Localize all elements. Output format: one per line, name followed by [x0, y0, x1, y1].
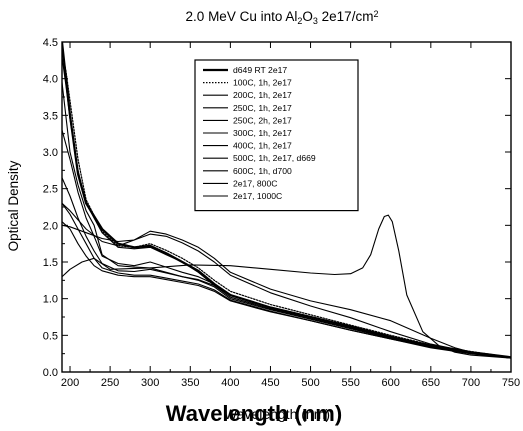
y-tick-label: 1.0 [43, 294, 58, 306]
legend-label-4: 250C, 1h, 2e17 [233, 103, 292, 113]
y-tick-label: 4.5 [43, 37, 58, 49]
x-tick-label: 600 [382, 377, 400, 389]
series-line-2 [62, 48, 511, 358]
legend-label-1: d649 RT 2e17 [233, 65, 287, 75]
legend-label-10: 2e17, 800C [233, 178, 277, 188]
legend: d649 RT 2e17 100C, 1h, 2e17 200C, 1h, 2e17… [194, 59, 359, 212]
x-tick-label: 550 [341, 377, 359, 389]
chart-title-part-5: 2 [373, 9, 378, 19]
chart-title-part-0: 2.0 MeV Cu into Al [186, 9, 298, 24]
x-tick-label: 750 [502, 377, 520, 389]
x-tick-label: 700 [462, 377, 480, 389]
chart-title-part-1: 2 [297, 16, 302, 26]
series-line-8 [62, 221, 511, 359]
y-tick-label: 2.0 [43, 220, 58, 232]
y-tick-label: 0.0 [43, 367, 58, 379]
y-tick-label: 3.5 [43, 110, 58, 122]
series-line-5 [62, 129, 511, 358]
x-tick-label: 250 [101, 377, 119, 389]
series-group [62, 42, 511, 359]
series-line-7 [62, 202, 511, 359]
y-tick-label: 4.0 [43, 74, 58, 86]
x-tick-label: 500 [301, 377, 319, 389]
legend-label-3: 200C, 1h, 2e17 [233, 90, 292, 100]
legend-label-5: 250C, 2h, 2e17 [233, 115, 292, 125]
legend-label-6: 300C, 1h, 2e17 [233, 128, 292, 138]
y-tick-label: 2.5 [43, 184, 58, 196]
chart-title-part-3: 3 [313, 16, 318, 26]
y-tick-label: 0.5 [43, 330, 58, 342]
legend-label-11: 2e17, 1000C [233, 191, 282, 201]
legend-label-2: 100C, 1h, 2e17 [233, 78, 292, 88]
x-tick-label: 350 [181, 377, 199, 389]
y-axis-label: Optical Density [6, 160, 21, 251]
legend-label-7: 400C, 1h, 2e17 [233, 141, 292, 151]
y-tick-label: 3.0 [43, 147, 58, 159]
plot-area: 200 250 300 350 400 450 500 550 600 650 700 750 0.0 0… [43, 37, 520, 389]
legend-box [194, 59, 359, 212]
x-axis-label-overprint: Wavelength (nm) [224, 406, 330, 422]
x-axis-label: Wavelength (nm) [166, 401, 342, 426]
x-tick-label: 300 [141, 377, 159, 389]
x-tick-label: 650 [422, 377, 440, 389]
x-tick-label: 200 [61, 377, 79, 389]
series-line-10 [62, 202, 511, 358]
chart-title-part-2: O [302, 9, 313, 24]
x-tick-label: 400 [221, 377, 239, 389]
chart-title: 2.0 MeV Cu into Al2O3 2e17/cm2 [186, 9, 379, 26]
series-line-9 [62, 224, 511, 358]
y-tick-label: 1.5 [43, 257, 58, 269]
series-line-11 [62, 214, 511, 359]
x-tick-label: 450 [261, 377, 279, 389]
legend-label-8: 500C, 1h, 2e17, d669 [233, 153, 316, 163]
series-line-6 [62, 177, 511, 359]
legend-label-9: 600C, 1h, d700 [233, 166, 292, 176]
chart-title-part-4: 2e17/cm [318, 9, 374, 24]
